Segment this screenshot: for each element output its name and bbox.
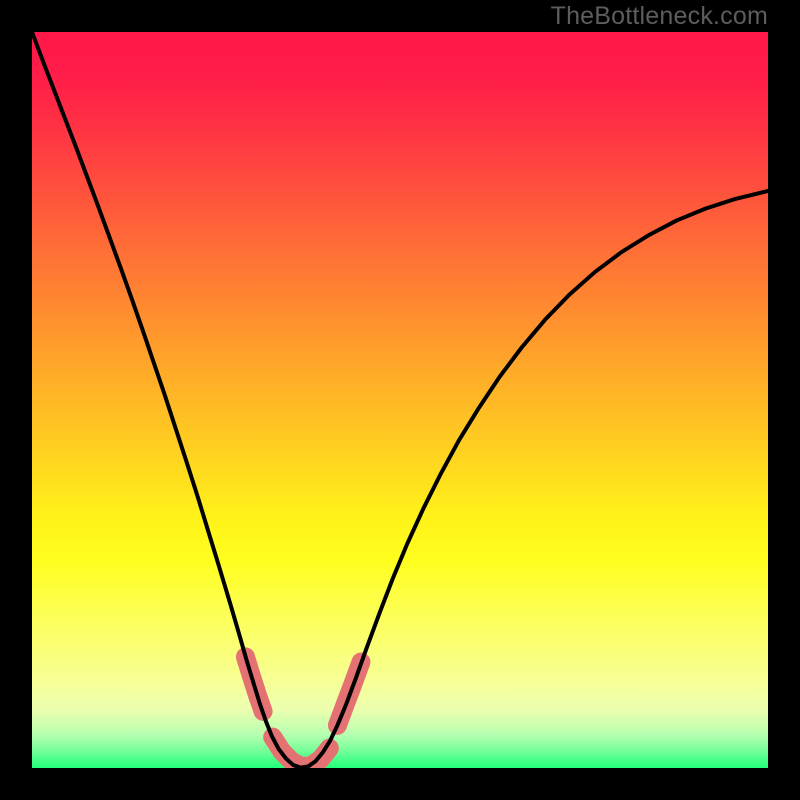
chart-area <box>32 32 768 768</box>
chart-svg <box>32 32 768 768</box>
watermark-text: TheBottleneck.com <box>551 2 768 31</box>
gradient-background <box>32 32 768 768</box>
